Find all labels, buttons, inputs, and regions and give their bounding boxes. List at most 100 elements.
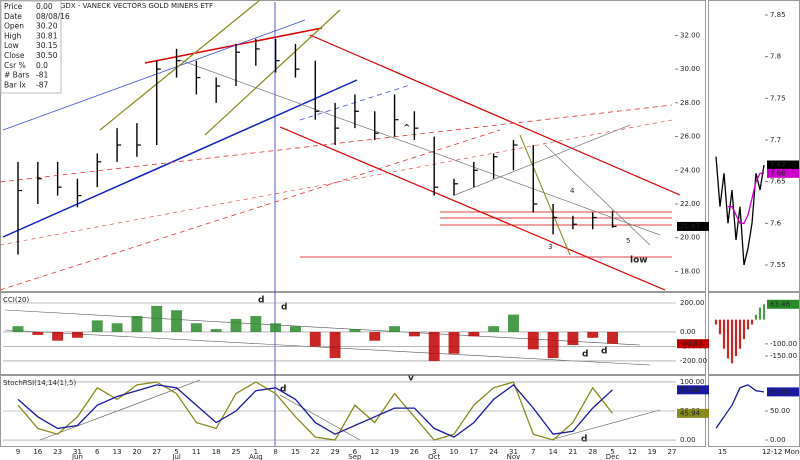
x-tick-label: 6 bbox=[95, 448, 100, 456]
trendline bbox=[544, 144, 651, 246]
y-tick-label: 200.00 bbox=[680, 299, 705, 307]
annotation: v bbox=[408, 374, 414, 384]
current-value-box bbox=[677, 385, 709, 395]
current-value-box bbox=[767, 299, 799, 309]
x-tick-label: 20 bbox=[132, 448, 141, 456]
y-tick-label: 100.00 bbox=[680, 378, 705, 386]
trendline bbox=[39, 379, 201, 441]
x-tick-label: 21 bbox=[568, 448, 577, 456]
series-line bbox=[17, 384, 613, 438]
cci-bar bbox=[349, 329, 361, 332]
cci-bar bbox=[738, 319, 742, 349]
trendline bbox=[0, 104, 673, 183]
wave-label: 4 bbox=[570, 187, 575, 195]
x-tick-label: 31 bbox=[73, 448, 82, 456]
cci-bar bbox=[750, 319, 754, 325]
y-tick-label: 18.00 bbox=[680, 267, 700, 275]
trendline bbox=[144, 27, 323, 64]
x-tick-label: 5 bbox=[610, 448, 614, 456]
trendline bbox=[309, 34, 681, 196]
info-label: Date bbox=[4, 12, 22, 21]
cci-bar bbox=[547, 331, 559, 359]
cci-bar bbox=[468, 331, 480, 337]
info-value: -87 bbox=[36, 80, 48, 89]
y-tick-label: 50.00 bbox=[770, 407, 790, 415]
y-tick-label: 0.00 bbox=[770, 436, 786, 444]
y-tick-label: 0.00 bbox=[680, 436, 696, 444]
y-tick-label: 20.00 bbox=[680, 234, 700, 242]
y-tick-label: -100.00 bbox=[770, 340, 797, 348]
y-tick-label: 7.6 bbox=[770, 219, 782, 227]
cci-bar bbox=[131, 316, 143, 332]
cci-bar bbox=[389, 326, 400, 332]
x-tick-label: 10 bbox=[450, 448, 459, 456]
info-label: Open bbox=[4, 22, 24, 31]
x-tick-label: 13 bbox=[113, 448, 122, 456]
cci-bar bbox=[762, 304, 766, 320]
cci-bar bbox=[230, 318, 242, 332]
cci-bar bbox=[428, 331, 440, 361]
side-x-label: 15 bbox=[718, 448, 727, 456]
current-value-box bbox=[767, 387, 799, 397]
panel-title: StochRSI(14,14(1),5) bbox=[3, 379, 76, 387]
info-label: # Bars bbox=[4, 71, 29, 80]
cci-bar bbox=[742, 319, 746, 340]
x-tick-label: 5 bbox=[174, 448, 178, 456]
y-tick-label: 0.00 bbox=[680, 328, 696, 336]
cci-bar bbox=[448, 331, 460, 354]
current-value-box bbox=[677, 339, 709, 349]
y-tick-label: -200.00 bbox=[680, 357, 707, 365]
cci-bar bbox=[290, 326, 301, 332]
cci-bar bbox=[408, 331, 420, 337]
y-tick-label: 7.8 bbox=[770, 53, 781, 61]
info-value: 30.50 bbox=[36, 51, 58, 60]
cci-bar bbox=[111, 323, 123, 332]
info-value: 0.0 bbox=[36, 61, 48, 70]
x-tick-label: 6 bbox=[353, 448, 358, 456]
cci-bar bbox=[91, 320, 103, 332]
x-tick-label: 15 bbox=[291, 448, 300, 456]
y-tick-label: 24.00 bbox=[680, 166, 700, 174]
panel-title: CCI(20) bbox=[3, 296, 29, 304]
trendline bbox=[2, 79, 358, 238]
info-label: Close bbox=[4, 51, 25, 60]
annotation: d bbox=[258, 296, 264, 306]
trendline bbox=[204, 9, 341, 136]
current-value-label: 7.66 bbox=[770, 169, 786, 177]
cci-bar bbox=[607, 331, 618, 344]
x-month-label: Aug bbox=[249, 453, 263, 460]
info-label: Low bbox=[4, 41, 19, 50]
info-value: 0.00 bbox=[36, 2, 53, 11]
x-month-label: Jul bbox=[171, 453, 181, 460]
info-label: Price bbox=[4, 2, 23, 11]
trendline bbox=[0, 119, 673, 246]
cci-bar bbox=[746, 319, 750, 330]
info-value: -81 bbox=[36, 71, 48, 80]
cci-bar bbox=[12, 326, 24, 332]
x-tick-label: 27 bbox=[668, 448, 677, 456]
x-tick-label: 3 bbox=[432, 448, 436, 456]
y-tick-label: 7.65 bbox=[770, 178, 786, 186]
cci-bar bbox=[726, 319, 730, 359]
annotation: d bbox=[601, 347, 607, 357]
x-tick-label: 28 bbox=[588, 448, 597, 456]
trendline bbox=[454, 124, 631, 196]
info-background bbox=[0, 0, 62, 94]
cci-bar bbox=[754, 314, 758, 320]
trendline bbox=[99, 0, 261, 131]
current-value-box bbox=[767, 160, 799, 170]
annotation: d bbox=[280, 385, 286, 395]
info-label: Csr % bbox=[4, 61, 26, 70]
x-month-label: Dec bbox=[606, 453, 620, 460]
trendlines bbox=[0, 0, 681, 446]
trendline bbox=[4, 329, 651, 366]
current-value-label: -80.85 bbox=[680, 340, 703, 348]
cci-bar bbox=[190, 323, 202, 332]
x-tick-label: 24 bbox=[489, 448, 498, 456]
trendline bbox=[0, 129, 501, 291]
info-box: Price 0.00 Date 08/08/16 Open 30.20 High 30.81 L… bbox=[0, 0, 70, 94]
annotation: d bbox=[582, 350, 588, 360]
info-value: 30.81 bbox=[36, 31, 58, 40]
